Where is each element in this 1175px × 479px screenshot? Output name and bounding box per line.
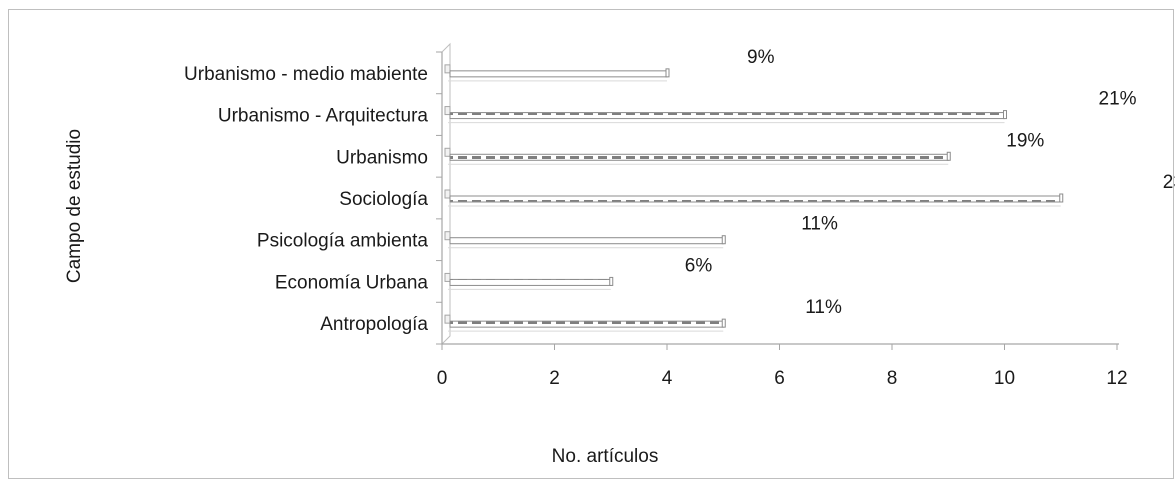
bar-end [1003, 110, 1007, 120]
bar [449, 320, 724, 328]
bar-cap [444, 147, 451, 157]
x-tick-label: 12 [1106, 368, 1127, 389]
bar-cap [444, 272, 451, 282]
bar [449, 153, 949, 161]
bar [449, 195, 1062, 203]
bar-end [1059, 193, 1064, 203]
category-label: Urbanismo - medio mabiente [184, 64, 428, 85]
x-axis-title: No. artículos [552, 446, 659, 467]
bar-end [721, 318, 726, 328]
category-label: Psicología ambienta [257, 231, 429, 252]
category-label: Economía Urbana [275, 272, 429, 293]
data-label: 21% [1099, 89, 1137, 110]
category-label: Urbanismo [336, 147, 428, 168]
bar [449, 278, 612, 286]
data-label: 9% [747, 47, 775, 68]
data-label: 23% [1163, 172, 1175, 193]
x-tick-label: 2 [549, 368, 560, 389]
bar [449, 70, 668, 78]
bar-cap [444, 314, 451, 324]
bar-end [721, 235, 726, 245]
bar-chart: Campo de estudio No. artículos 0 2 4 6 8 10 12… [64, 42, 1175, 467]
data-label: 11% [801, 214, 838, 235]
bar-end [946, 151, 951, 161]
x-tick-label: 8 [887, 368, 898, 389]
bar-cap [444, 106, 451, 116]
x-tick-label: 6 [774, 368, 785, 389]
bar-end [665, 68, 670, 78]
bar [449, 112, 1005, 120]
category-label: Antropología [320, 314, 428, 335]
category-label: Urbanismo - Arquitectura [218, 106, 429, 127]
bar [449, 237, 724, 245]
x-tick-label: 10 [994, 368, 1015, 389]
bar-cap [444, 189, 451, 199]
bar-end [609, 276, 614, 286]
chart-frame: Campo de estudio No. artículos 0 2 4 6 8 10 12… [8, 9, 1175, 479]
y-axis-title: Campo de estudio [64, 129, 85, 283]
data-label: 19% [1006, 130, 1044, 151]
category-label: Sociología [339, 189, 428, 210]
data-label: 6% [685, 255, 713, 276]
data-label: 11% [805, 297, 842, 318]
bar-cap [444, 64, 451, 74]
x-tick-label: 0 [437, 368, 448, 389]
plot-area: 0 2 4 6 8 10 12 Urbanismo - medio mabiente 9% Urb… [184, 42, 1175, 389]
bar-cap [444, 231, 451, 241]
x-tick-label: 4 [662, 368, 673, 389]
